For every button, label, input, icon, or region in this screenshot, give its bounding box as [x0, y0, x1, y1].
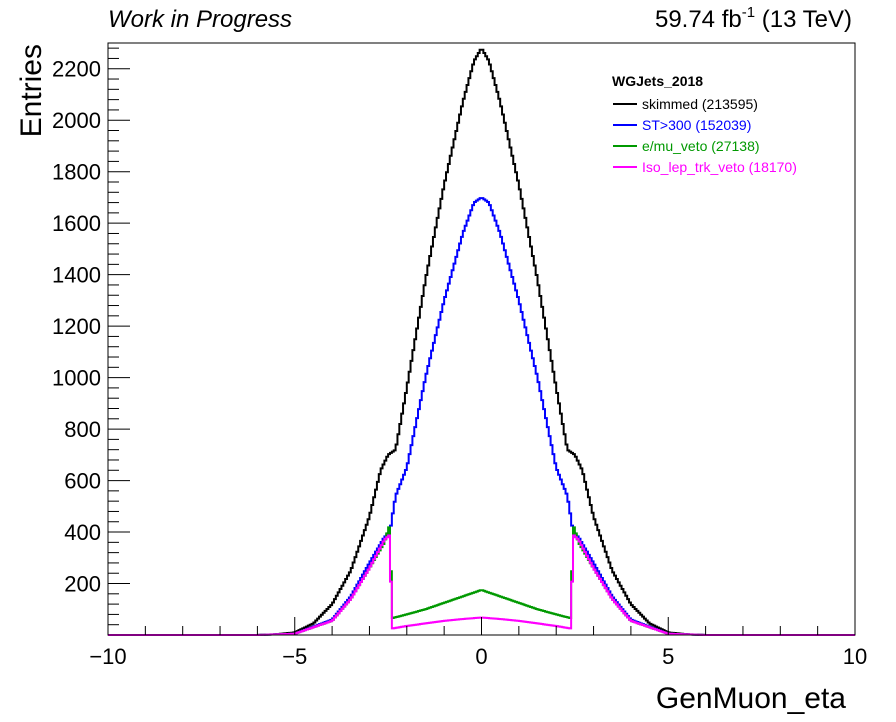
y-tick-label: 1600 [52, 211, 101, 236]
legend-entry-label: Iso_lep_trk_veto (18170) [642, 159, 797, 175]
x-tick-label: 0 [475, 644, 487, 669]
y-tick-label: 2200 [52, 57, 101, 82]
lumi-energy: (13 TeV) [755, 6, 852, 33]
x-tick-label: −10 [89, 644, 126, 669]
y-tick-label: 2000 [52, 108, 101, 133]
x-axis-title: GenMuon_eta [656, 682, 846, 715]
x-tick-label: 5 [662, 644, 674, 669]
lumi-label: 59.74 fb-1 (13 TeV) [655, 4, 852, 33]
x-tick-label: −5 [282, 644, 307, 669]
y-tick-label: 1200 [52, 314, 101, 339]
y-tick-label: 600 [64, 469, 101, 494]
legend-title: WGJets_2018 [612, 73, 703, 89]
y-tick-labels: 200 400 600 800 1000 1200 1400 1600 1800 2000 2200 [52, 57, 101, 597]
y-tick-label: 1800 [52, 160, 101, 185]
work-in-progress-label: Work in Progress [108, 6, 292, 33]
y-tick-label: 400 [64, 520, 101, 545]
x-tick-labels: −10 −5 0 5 10 [89, 644, 867, 669]
legend: WGJets_2018 skimmed (213595) ST>300 (1520… [612, 73, 797, 175]
y-tick-label: 1400 [52, 263, 101, 288]
y-tick-label: 200 [64, 572, 101, 597]
y-tick-label: 800 [64, 417, 101, 442]
legend-entry-label: ST>300 (152039) [642, 117, 751, 133]
lumi-exponent: -1 [742, 4, 755, 21]
y-axis-title: Entries [15, 44, 48, 137]
x-tick-label: 10 [843, 644, 867, 669]
legend-entry-label: e/mu_veto (27138) [642, 138, 760, 154]
y-tick-label: 1000 [52, 366, 101, 391]
lumi-value: 59.74 fb [655, 6, 742, 33]
axis-ticks [107, 47, 856, 635]
legend-entry-label: skimmed (213595) [642, 96, 758, 112]
